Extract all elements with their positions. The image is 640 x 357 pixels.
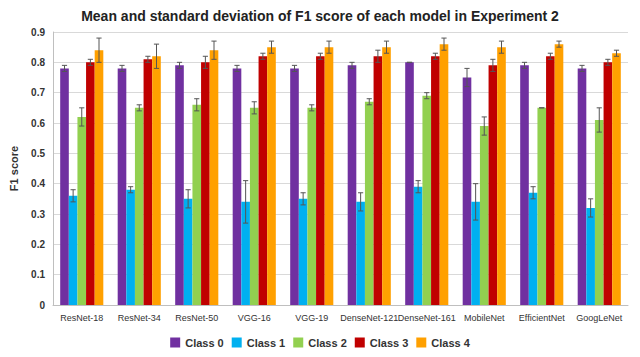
svg-text:F1 score: F1 score <box>8 146 20 191</box>
svg-text:Class 2: Class 2 <box>308 337 347 349</box>
svg-text:EfficientNet: EfficientNet <box>519 313 565 323</box>
svg-text:ResNet-34: ResNet-34 <box>118 313 161 323</box>
svg-text:DenseNet-121: DenseNet-121 <box>340 313 398 323</box>
svg-text:VGG-19: VGG-19 <box>295 313 328 323</box>
svg-text:Mean and standard deviation of: Mean and standard deviation of F1 score … <box>81 8 559 24</box>
svg-text:MobileNet: MobileNet <box>464 313 505 323</box>
svg-text:0: 0 <box>39 300 45 311</box>
svg-text:Class 1: Class 1 <box>247 337 286 349</box>
svg-text:Class 3: Class 3 <box>370 337 409 349</box>
svg-text:Class 4: Class 4 <box>431 337 470 349</box>
svg-text:0.9: 0.9 <box>31 27 45 38</box>
svg-text:0.1: 0.1 <box>31 269 45 280</box>
svg-text:0.5: 0.5 <box>31 148 45 159</box>
svg-text:GoogLeNet: GoogLeNet <box>576 313 623 323</box>
svg-text:ResNet-18: ResNet-18 <box>60 313 103 323</box>
svg-text:0.3: 0.3 <box>31 209 45 220</box>
svg-text:0.6: 0.6 <box>31 118 45 129</box>
svg-text:Class 0: Class 0 <box>185 337 224 349</box>
svg-text:DenseNet-161: DenseNet-161 <box>398 313 456 323</box>
svg-text:0.7: 0.7 <box>31 87 45 98</box>
svg-text:VGG-16: VGG-16 <box>238 313 271 323</box>
svg-text:ResNet-50: ResNet-50 <box>175 313 218 323</box>
svg-text:0.8: 0.8 <box>31 57 45 68</box>
svg-text:0.2: 0.2 <box>31 239 45 250</box>
svg-text:0.4: 0.4 <box>31 178 45 189</box>
